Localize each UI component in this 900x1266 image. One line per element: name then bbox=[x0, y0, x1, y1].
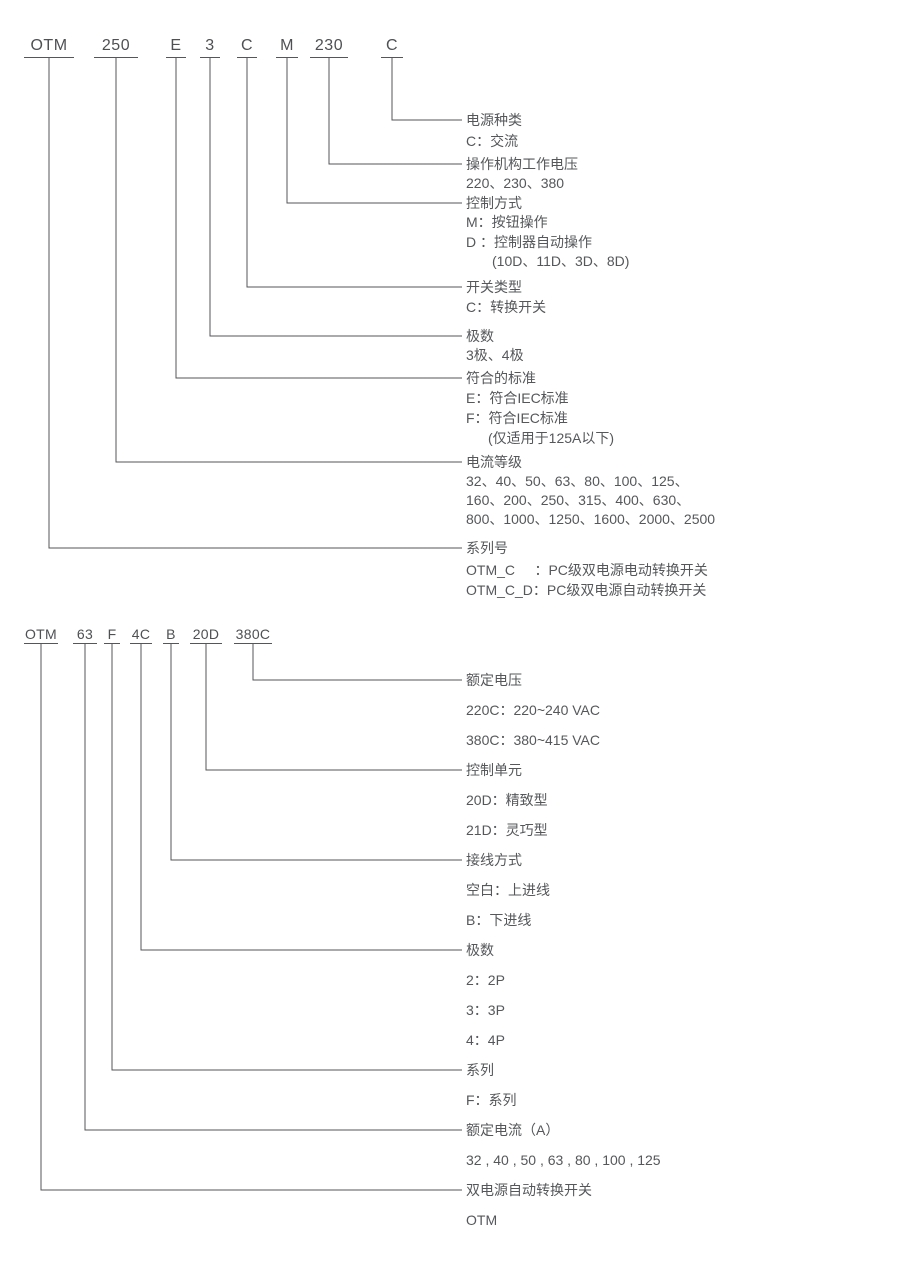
connector-d1-250 bbox=[115, 58, 462, 463]
label-line: 220、230、380 bbox=[466, 175, 565, 191]
label-line: F：符合IEC标准 bbox=[466, 410, 568, 426]
label-line: M：按钮操作 bbox=[466, 214, 548, 230]
connector-d1-3 bbox=[209, 58, 462, 337]
label-group-title: 系列 bbox=[466, 1062, 494, 1078]
connector-d1-m bbox=[286, 58, 462, 204]
label-line: C：转换开关 bbox=[466, 299, 547, 315]
label-line: 2：2P bbox=[466, 972, 505, 988]
connector-d1-c2 bbox=[391, 58, 462, 121]
label-line: OTM_C_D：PC级双电源自动转换开关 bbox=[466, 582, 707, 598]
code-segment-rated-current: 63 bbox=[73, 627, 97, 644]
label-group-title: 控制单元 bbox=[466, 762, 522, 778]
label-line: 800、1000、1250、1600、2000、2500 bbox=[466, 511, 716, 527]
label-line: E：符合IEC标准 bbox=[466, 390, 569, 406]
label-group-title: 电流等级 bbox=[466, 454, 522, 470]
label-group-title: 接线方式 bbox=[466, 852, 522, 868]
label-line: (仅适用于125A以下) bbox=[488, 430, 615, 446]
label-line: 380C：380~415 VAC bbox=[466, 732, 600, 748]
label-line: 4：4P bbox=[466, 1032, 505, 1048]
label-line: 160、200、250、315、400、630、 bbox=[466, 492, 691, 508]
code-segment-voltage-380c: 380C bbox=[234, 626, 272, 644]
label-group-title: 系列号 bbox=[466, 540, 508, 556]
connector-d2-b bbox=[170, 643, 462, 861]
label-line: 220C：220~240 VAC bbox=[466, 702, 600, 718]
label-line: OTM_C ：PC级双电源电动转换开关 bbox=[466, 562, 708, 578]
label-group-title: 开关类型 bbox=[466, 279, 522, 295]
label-line: 20D：精致型 bbox=[466, 792, 548, 808]
connector-d2-380c bbox=[252, 643, 462, 681]
connector-d1-230 bbox=[328, 58, 462, 165]
code-segment-standard: E bbox=[166, 36, 186, 58]
label-group-title: 极数 bbox=[466, 942, 494, 958]
connector-d2-4c bbox=[140, 643, 462, 951]
code-segment-current: 250 bbox=[94, 36, 138, 58]
label-group-title: 极数 bbox=[466, 328, 494, 344]
label-line: OTM bbox=[466, 1212, 498, 1228]
label-line: 32 , 40 , 50 , 63 , 80 , 100 , 125 bbox=[466, 1152, 661, 1168]
label-line: 21D：灵巧型 bbox=[466, 822, 548, 838]
label-line: F：系列 bbox=[466, 1092, 517, 1108]
label-line: 3：3P bbox=[466, 1002, 505, 1018]
code-segment-supply: C bbox=[381, 36, 403, 58]
code-segment-control: M bbox=[276, 36, 298, 58]
code-segment-series-f: F bbox=[104, 627, 120, 644]
label-line: B：下进线 bbox=[466, 912, 532, 928]
code-segment-control-20d: 20D bbox=[190, 627, 222, 644]
code-segment-poles-4c: 4C bbox=[130, 626, 152, 644]
connector-d2-f bbox=[111, 643, 462, 1071]
code-segment-otm: OTM bbox=[24, 626, 58, 644]
label-group-title: 额定电流（A） bbox=[466, 1122, 560, 1138]
label-group-title: 额定电压 bbox=[466, 672, 522, 688]
code-segment-type: C bbox=[237, 36, 257, 58]
connector-d2-63 bbox=[84, 643, 462, 1131]
label-group-title: 操作机构工作电压 bbox=[466, 156, 578, 172]
label-line: C：交流 bbox=[466, 133, 519, 149]
label-group-title: 双电源自动转换开关 bbox=[466, 1182, 592, 1198]
connector-d1-otm bbox=[48, 58, 462, 549]
label-group-title: 符合的标准 bbox=[466, 370, 536, 386]
connector-d2-otm bbox=[40, 643, 462, 1191]
connector-d2-20d bbox=[205, 643, 462, 771]
label-line: (10D、11D、3D、8D) bbox=[492, 253, 630, 269]
label-line: 3极、4极 bbox=[466, 347, 524, 363]
code-segment-voltage: 230 bbox=[310, 36, 348, 58]
label-group-title: 控制方式 bbox=[466, 195, 522, 211]
label-line: 空白：上进线 bbox=[466, 882, 550, 898]
label-line: 32、40、50、63、80、100、125、 bbox=[466, 473, 689, 489]
code-segment-poles: 3 bbox=[200, 36, 220, 58]
code-segment-wiring-b: B bbox=[163, 627, 179, 644]
connector-d1-c bbox=[246, 58, 462, 288]
label-group-title: 电源种类 bbox=[466, 112, 522, 128]
connector-d1-e bbox=[175, 58, 462, 379]
label-line: D ：控制器自动操作 bbox=[466, 234, 592, 250]
code-segment-series: OTM bbox=[24, 36, 74, 58]
